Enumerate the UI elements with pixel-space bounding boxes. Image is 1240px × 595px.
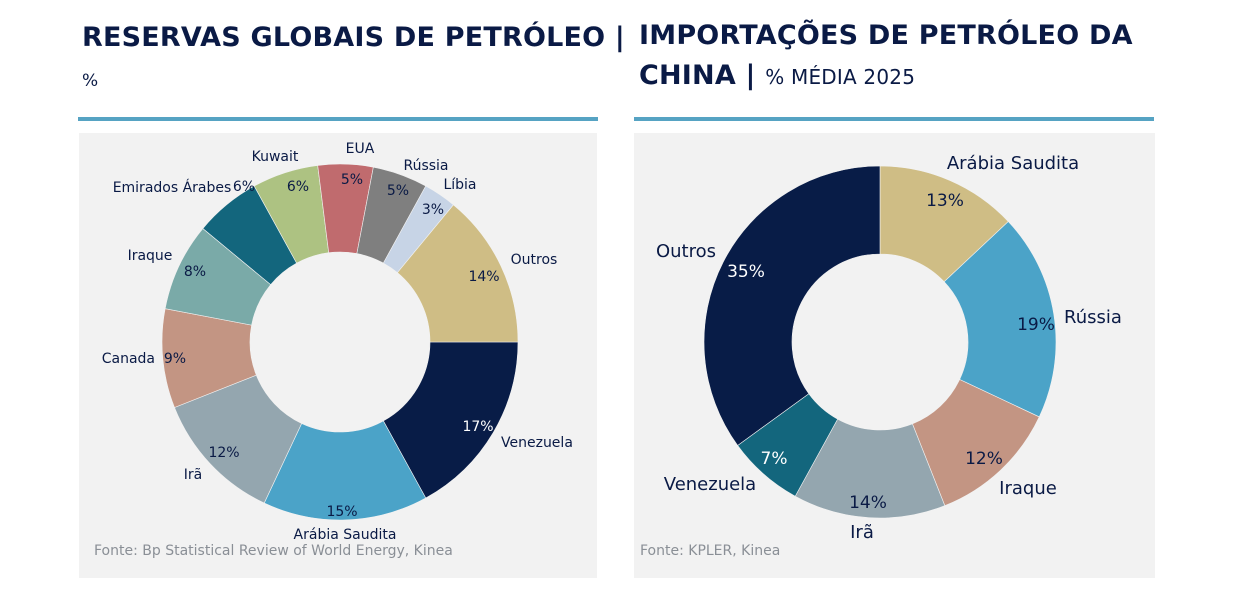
slice-value-label: 12% [965,449,1003,469]
slice-value-label: 35% [727,262,765,282]
right-chart-title-line2: CHINA | [639,60,756,91]
left-chart-source: Fonte: Bp Statistical Review of World En… [94,543,453,559]
donut-chart-china-imports: 13% Arábia Saudita 19% Rússia 12% Iraque 14% Ir… [656,153,1122,543]
donut-chart-reserves: 17% Venezuela 15% Arábia Saudita 12% Irã 9% Can… [102,141,573,543]
slice-category-label: Irã [184,467,202,483]
slice-value-label: 5% [341,172,363,188]
slice-value-label: 6% [287,179,309,195]
left-title-rule [78,117,598,121]
slice-value-label: 13% [926,191,964,211]
slice-category-label: Iraque [128,248,173,264]
slice-value-label: 14% [468,269,499,285]
donut-slice-venezuela [382,341,519,499]
slice-value-label: 8% [184,264,206,280]
slice-value-label: 19% [1017,315,1055,335]
slice-value-label: 6% [233,179,255,195]
right-chart-title: IMPORTAÇÕES DE PETRÓLEO DA CHINA | % MÉD… [639,16,1133,97]
slice-value-label: 17% [462,419,493,435]
slice-category-label: Irã [850,522,874,543]
right-chart-title-line1: IMPORTAÇÕES DE PETRÓLEO DA [639,20,1133,51]
slice-category-label: Venezuela [501,435,573,451]
donut-slice-r-ssia [943,221,1057,418]
slice-value-label: 5% [387,183,409,199]
slice-category-label: Líbia [443,177,476,193]
slice-value-label: 14% [849,493,887,513]
right-chart-source: Fonte: KPLER, Kinea [640,543,781,559]
slice-category-label: Outros [511,252,558,268]
slice-category-label: Rússia [403,158,448,174]
slice-category-label: Outros [656,241,716,262]
slice-category-label: Rússia [1064,307,1122,328]
slice-value-label: 9% [164,351,186,367]
right-chart-subtitle: % MÉDIA 2025 [765,65,916,89]
slice-category-label: Emirados Árabes [113,179,232,196]
donut-slice-ir- [794,418,946,519]
slice-value-label: 7% [761,449,788,469]
slice-category-label: EUA [346,141,375,157]
slice-category-label: Arábia Saudita [947,153,1079,174]
slice-category-label: Kuwait [252,149,299,165]
slice-value-label: 12% [208,445,239,461]
donut-slice-outros [396,204,519,343]
left-chart-title: RESERVAS GLOBAIS DE PETRÓLEO | % [82,18,625,101]
slice-category-label: Iraque [999,478,1057,499]
left-chart-title-text: RESERVAS GLOBAIS DE PETRÓLEO | [82,22,625,53]
left-chart-subtitle: % [82,71,99,91]
slice-category-label: Venezuela [664,474,756,495]
right-title-rule [634,117,1154,121]
slice-value-label: 15% [326,504,357,520]
slice-value-label: 3% [422,202,444,218]
donut-slice-ar-bia-saudita [263,420,427,521]
slice-category-label: Arábia Saudita [294,527,397,543]
donut-slice-outros [703,165,881,446]
slice-category-label: Canada [102,351,155,367]
